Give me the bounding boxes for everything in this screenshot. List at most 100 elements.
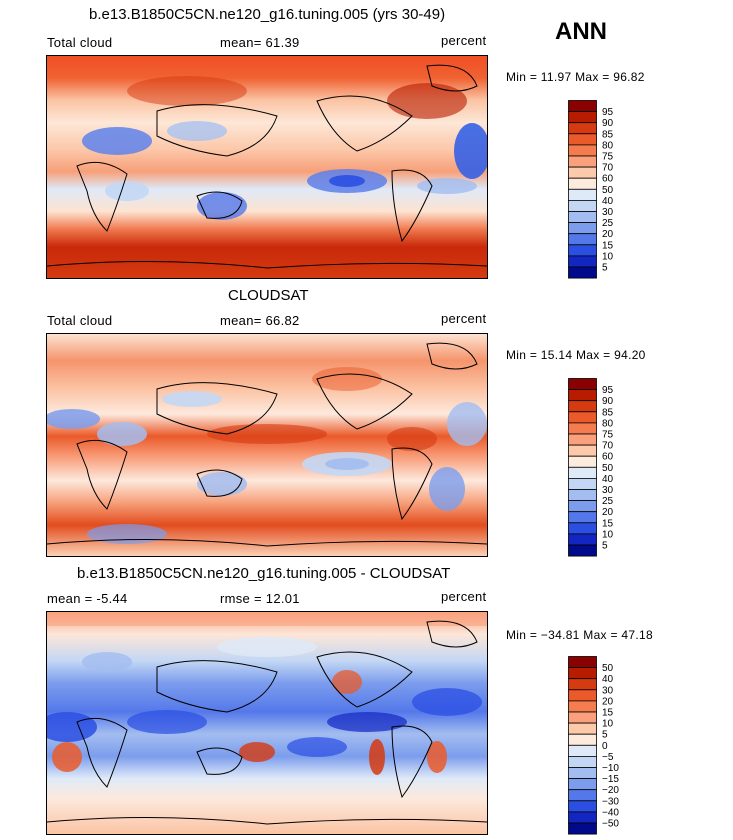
colorbar-tick-label: 70: [602, 163, 614, 174]
colorbar-3: 50 40 30 20 15 10 5 0 −5 −10 −15 −20 −30 −40 −50: [568, 656, 638, 836]
colorbar-swatch: [568, 678, 597, 691]
colorbar-swatch: [568, 188, 597, 201]
colorbar-tick-label: 90: [602, 396, 614, 407]
colorbar-tick-label: 80: [602, 418, 614, 429]
colorbar-tick-label: 60: [602, 174, 614, 185]
colorbar-tick-label: 25: [602, 496, 614, 507]
colorbar-tick-label: 10: [602, 529, 614, 540]
colorbar-tick-label: 20: [602, 696, 614, 707]
colorbar-swatch: [568, 133, 597, 146]
colorbar-swatch: [568, 733, 597, 746]
colorbar-tick-label: −10: [602, 763, 619, 774]
colorbar-tick-label: −30: [602, 796, 619, 807]
colorbar-tick-label: 40: [602, 474, 614, 485]
colorbar-tick-label: 5: [602, 730, 608, 741]
colorbar-tick-label: 20: [602, 229, 614, 240]
panel-3-mean: mean = -5.44: [47, 591, 128, 606]
panel-2-variable: Total cloud: [47, 313, 113, 328]
colorbar-swatch: [568, 700, 597, 713]
colorbar-swatch: [568, 811, 597, 824]
colorbar-tick-label: 10: [602, 251, 614, 262]
colorbar-swatch: [568, 266, 597, 279]
colorbar-tick-label: 40: [602, 674, 614, 685]
colorbar-tick-label: 50: [602, 185, 614, 196]
colorbar-tick-label: 85: [602, 407, 614, 418]
panel-1-title: b.e13.B1850C5CN.ne120_g16.tuning.005 (yr…: [89, 6, 446, 23]
colorbar-tick-label: −20: [602, 785, 619, 796]
colorbar-tick-label: −50: [602, 819, 619, 830]
colorbar-2: 95 90 85 80 75 70 60 50 40 30 25 20 15 10 5: [568, 378, 638, 558]
colorbar-swatch: [568, 122, 597, 135]
colorbar-swatch: [568, 822, 597, 835]
colorbar-swatch: [568, 378, 597, 391]
panel-1-mean: mean= 61.39: [220, 35, 300, 50]
colorbar-swatch: [568, 478, 597, 490]
colorbar-tick-label: 5: [602, 541, 608, 552]
colorbar-swatch: [568, 444, 597, 457]
colorbar-swatch: [568, 544, 597, 557]
colorbar-swatch: [568, 511, 597, 524]
colorbar-swatch: [568, 211, 597, 224]
colorbar-tick-label: 40: [602, 196, 614, 207]
colorbar-tick-label: 60: [602, 452, 614, 463]
colorbar-tick-label: 30: [602, 685, 614, 696]
panel-3-title: b.e13.B1850C5CN.ne120_g16.tuning.005 - C…: [77, 565, 451, 582]
panel-2-title: CLOUDSAT: [228, 287, 309, 304]
season-label: ANN: [555, 18, 607, 45]
panel-3-map: [46, 611, 488, 835]
panel-3-minmax: Min = −34.81 Max = 47.18: [506, 628, 653, 642]
colorbar-swatch: [568, 200, 597, 212]
panel-2-minmax: Min = 15.14 Max = 94.20: [506, 348, 646, 362]
colorbar-tick-label: 30: [602, 207, 614, 218]
colorbar-tick-label: −15: [602, 774, 619, 785]
panel-1-variable: Total cloud: [47, 35, 113, 50]
colorbar-tick-label: 80: [602, 140, 614, 151]
colorbar-swatch: [568, 667, 597, 680]
colorbar-swatch: [568, 411, 597, 424]
colorbar-tick-label: 70: [602, 441, 614, 452]
colorbar-swatch: [568, 656, 597, 669]
colorbar-swatch: [568, 255, 597, 268]
colorbar-swatch: [568, 489, 597, 502]
colorbar-tick-label: 20: [602, 507, 614, 518]
panel-2-map: [46, 333, 488, 557]
colorbar-swatch: [568, 466, 597, 479]
panel-2-mean: mean= 66.82: [220, 313, 300, 328]
colorbar-tick-label: 85: [602, 129, 614, 140]
colorbar-swatch: [568, 244, 597, 257]
colorbar-tick-label: 15: [602, 518, 614, 529]
colorbar-tick-label: 95: [602, 107, 614, 118]
colorbar-tick-label: 90: [602, 118, 614, 129]
colorbar-swatch: [568, 166, 597, 179]
colorbar-tick-label: 15: [602, 708, 614, 719]
colorbar-tick-label: 75: [602, 430, 614, 441]
colorbar-swatch: [568, 533, 597, 546]
panel-1-units: percent: [441, 33, 487, 48]
colorbar-swatch: [568, 689, 597, 702]
colorbar-tick-label: 95: [602, 385, 614, 396]
colorbar-swatch: [568, 155, 597, 168]
panel-1-minmax: Min = 11.97 Max = 96.82: [506, 70, 645, 84]
colorbar-swatch: [568, 111, 597, 124]
colorbar-swatch: [568, 800, 597, 813]
colorbar-swatch: [568, 422, 597, 435]
colorbar-tick-label: 15: [602, 240, 614, 251]
colorbar-tick-label: 75: [602, 152, 614, 163]
panel-3-units: percent: [441, 589, 487, 604]
panel-3-rmse: rmse = 12.01: [220, 591, 300, 606]
colorbar-swatch: [568, 222, 597, 235]
colorbar-swatch: [568, 433, 597, 446]
colorbar-swatch: [568, 711, 597, 724]
colorbar-swatch: [568, 522, 597, 535]
colorbar-swatch: [568, 744, 597, 757]
colorbar-swatch: [568, 756, 597, 768]
colorbar-tick-label: 10: [602, 719, 614, 730]
colorbar-swatch: [568, 389, 597, 402]
colorbar-tick-label: 0: [602, 741, 608, 752]
colorbar-swatch: [568, 767, 597, 780]
colorbar-swatch: [568, 722, 597, 735]
colorbar-tick-label: 50: [602, 463, 614, 474]
